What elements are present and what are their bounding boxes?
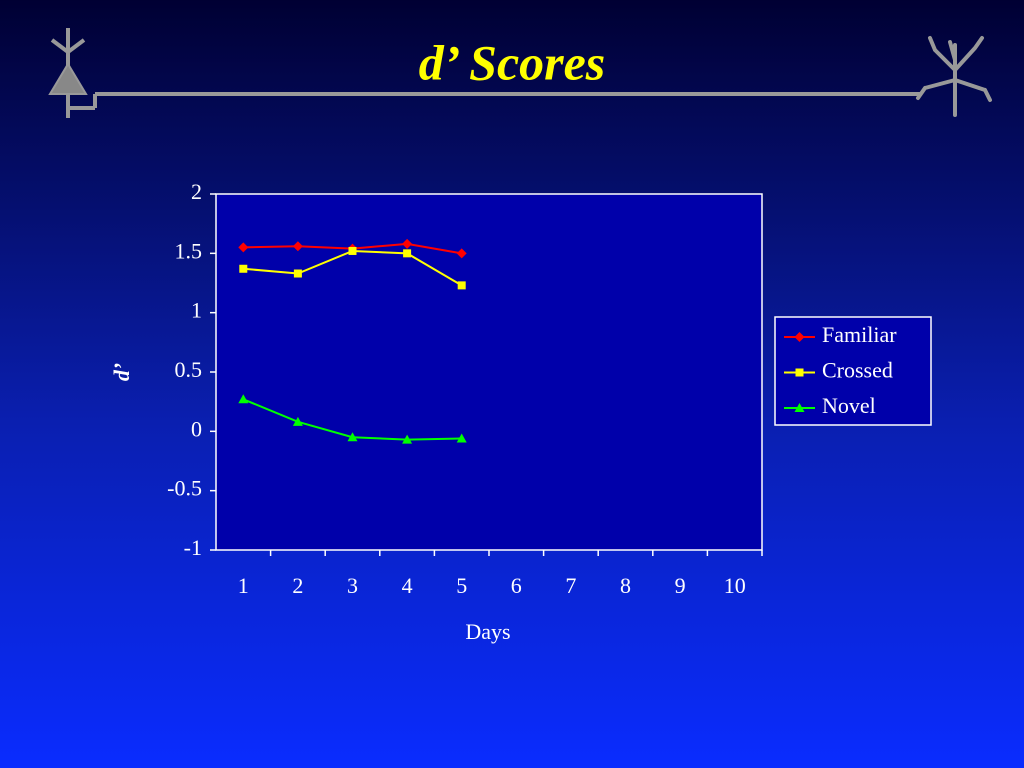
data-point [239,264,248,273]
y-tick-label: -1 [184,535,202,560]
y-tick-label: 0.5 [175,357,203,382]
y-tick-label: -0.5 [167,476,202,501]
x-tick-label: 5 [456,573,467,598]
legend-label: Novel [822,393,876,418]
x-tick-label: 2 [292,573,303,598]
data-point [457,281,466,290]
data-point [347,432,358,442]
data-point [293,269,302,278]
title-rule [68,92,920,110]
data-point [238,242,249,253]
slide-title: d’ Scores [419,34,606,90]
data-point [403,249,412,258]
y-tick-label: 1.5 [175,238,203,263]
data-point [292,241,303,252]
legend-marker [794,403,805,412]
x-tick-label: 1 [238,573,249,598]
x-tick-label: 10 [724,573,746,598]
data-point [402,238,413,249]
legend-marker [794,332,805,342]
data-point [348,246,357,255]
x-axis-label: Days [465,619,510,644]
y-axis-label: d’ [109,363,134,381]
y-tick-label: 2 [191,179,202,204]
data-point [456,433,467,443]
legend-label: Crossed [822,358,893,383]
x-tick-label: 4 [402,573,413,598]
plot-area [215,193,763,551]
data-point [238,394,249,404]
y-tick-label: 0 [191,416,202,441]
neuron-icon-right [916,36,992,117]
x-tick-label: 9 [675,573,686,598]
x-tick-label: 8 [620,573,631,598]
legend-marker [795,368,804,377]
legend-label: Familiar [822,322,897,347]
x-tick-label: 3 [347,573,358,598]
neuron-icon-left [48,28,88,118]
data-point [292,416,303,426]
data-point [456,248,467,259]
x-tick-label: 7 [565,573,576,598]
y-tick-label: 1 [191,298,202,323]
data-point [402,434,413,444]
x-tick-label: 6 [511,573,522,598]
